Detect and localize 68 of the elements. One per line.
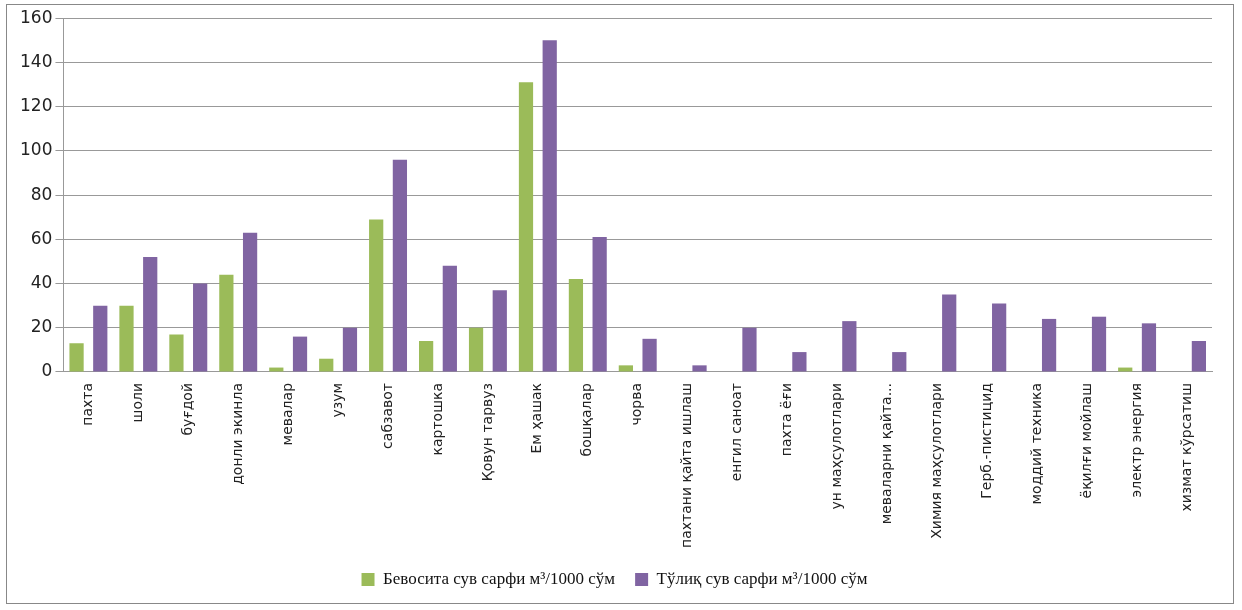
bar (542, 40, 557, 372)
bar (642, 338, 657, 372)
bar (319, 358, 334, 372)
y-tick-label: 80 (30, 183, 53, 204)
x-tick-label: Химия маҳсулотлари (927, 382, 944, 539)
bar (342, 327, 358, 372)
bar (992, 303, 1007, 372)
bar (219, 274, 234, 372)
bar (1041, 318, 1057, 372)
x-tick-label: ун маҳсулотлари (828, 382, 845, 510)
x-tick-label: енгил саноат (728, 382, 745, 482)
x-tick-label: сабзавот (378, 382, 395, 449)
x-tick-label: чорва (628, 382, 645, 426)
x-tick-label: бошқалар (578, 382, 595, 457)
x-tick-label: пахтани қайта ишлаш (678, 382, 695, 549)
bar (492, 290, 507, 372)
y-tick-label: 0 (41, 360, 53, 381)
bar (369, 219, 384, 372)
x-tick-label: мевалар (278, 382, 295, 446)
legend-label: Тўлиқ сув сарфи м³/1000 сўм (656, 568, 868, 588)
bar (1191, 341, 1207, 372)
y-tick-label: 120 (19, 95, 53, 116)
bar (93, 305, 108, 372)
x-tick-label: Герб.-пистицид (977, 382, 994, 499)
bar (942, 294, 957, 372)
x-tick-label: электр энергия (1127, 382, 1144, 498)
bar (193, 283, 208, 372)
x-tick-label: пахта (79, 382, 96, 426)
bar (119, 305, 134, 372)
y-tick-label: 140 (19, 50, 53, 71)
bar (1141, 323, 1157, 372)
bar (419, 341, 434, 372)
bar (842, 321, 857, 372)
y-tick-label: 40 (30, 271, 53, 292)
bar (892, 352, 907, 372)
bar (392, 159, 408, 372)
bar (143, 257, 158, 372)
y-tick-label: 60 (30, 227, 53, 248)
x-tick-label: Ем ҳашак (528, 382, 545, 454)
bar (292, 336, 308, 372)
bar (442, 265, 457, 372)
bar (69, 343, 84, 372)
bar (169, 334, 184, 372)
y-tick-label: 160 (19, 6, 53, 27)
x-tick-label: донли экинла (228, 382, 245, 485)
x-tick-label: моддий техника (1027, 382, 1044, 505)
x-tick-label: буғдой (178, 382, 195, 436)
x-tick-label: меваларни қайта... (878, 382, 895, 525)
x-tick-label: узум (328, 382, 345, 418)
bar (742, 327, 757, 372)
y-tick-label: 100 (19, 139, 53, 160)
legend-label: Бевосита сув сарфи м³/1000 сўм (383, 568, 616, 588)
bar (618, 365, 633, 372)
x-tick-label: Қовун тарвуз (478, 382, 495, 482)
y-tick-label: 20 (30, 316, 53, 337)
bar (1091, 316, 1107, 372)
x-tick-label: картошка (428, 382, 445, 456)
bar (242, 232, 258, 372)
bar (518, 82, 534, 372)
bar (592, 237, 607, 372)
x-tick-label: пахта ёғи (778, 382, 795, 457)
x-tick-label: хизмат кўрсатиш (1177, 382, 1194, 512)
bar (468, 327, 484, 372)
bar (792, 352, 807, 372)
x-tick-label: шоли (128, 382, 145, 423)
bar (568, 279, 584, 372)
x-tick-label: ёқилғи мойлаш (1077, 382, 1094, 499)
bar (692, 365, 707, 372)
